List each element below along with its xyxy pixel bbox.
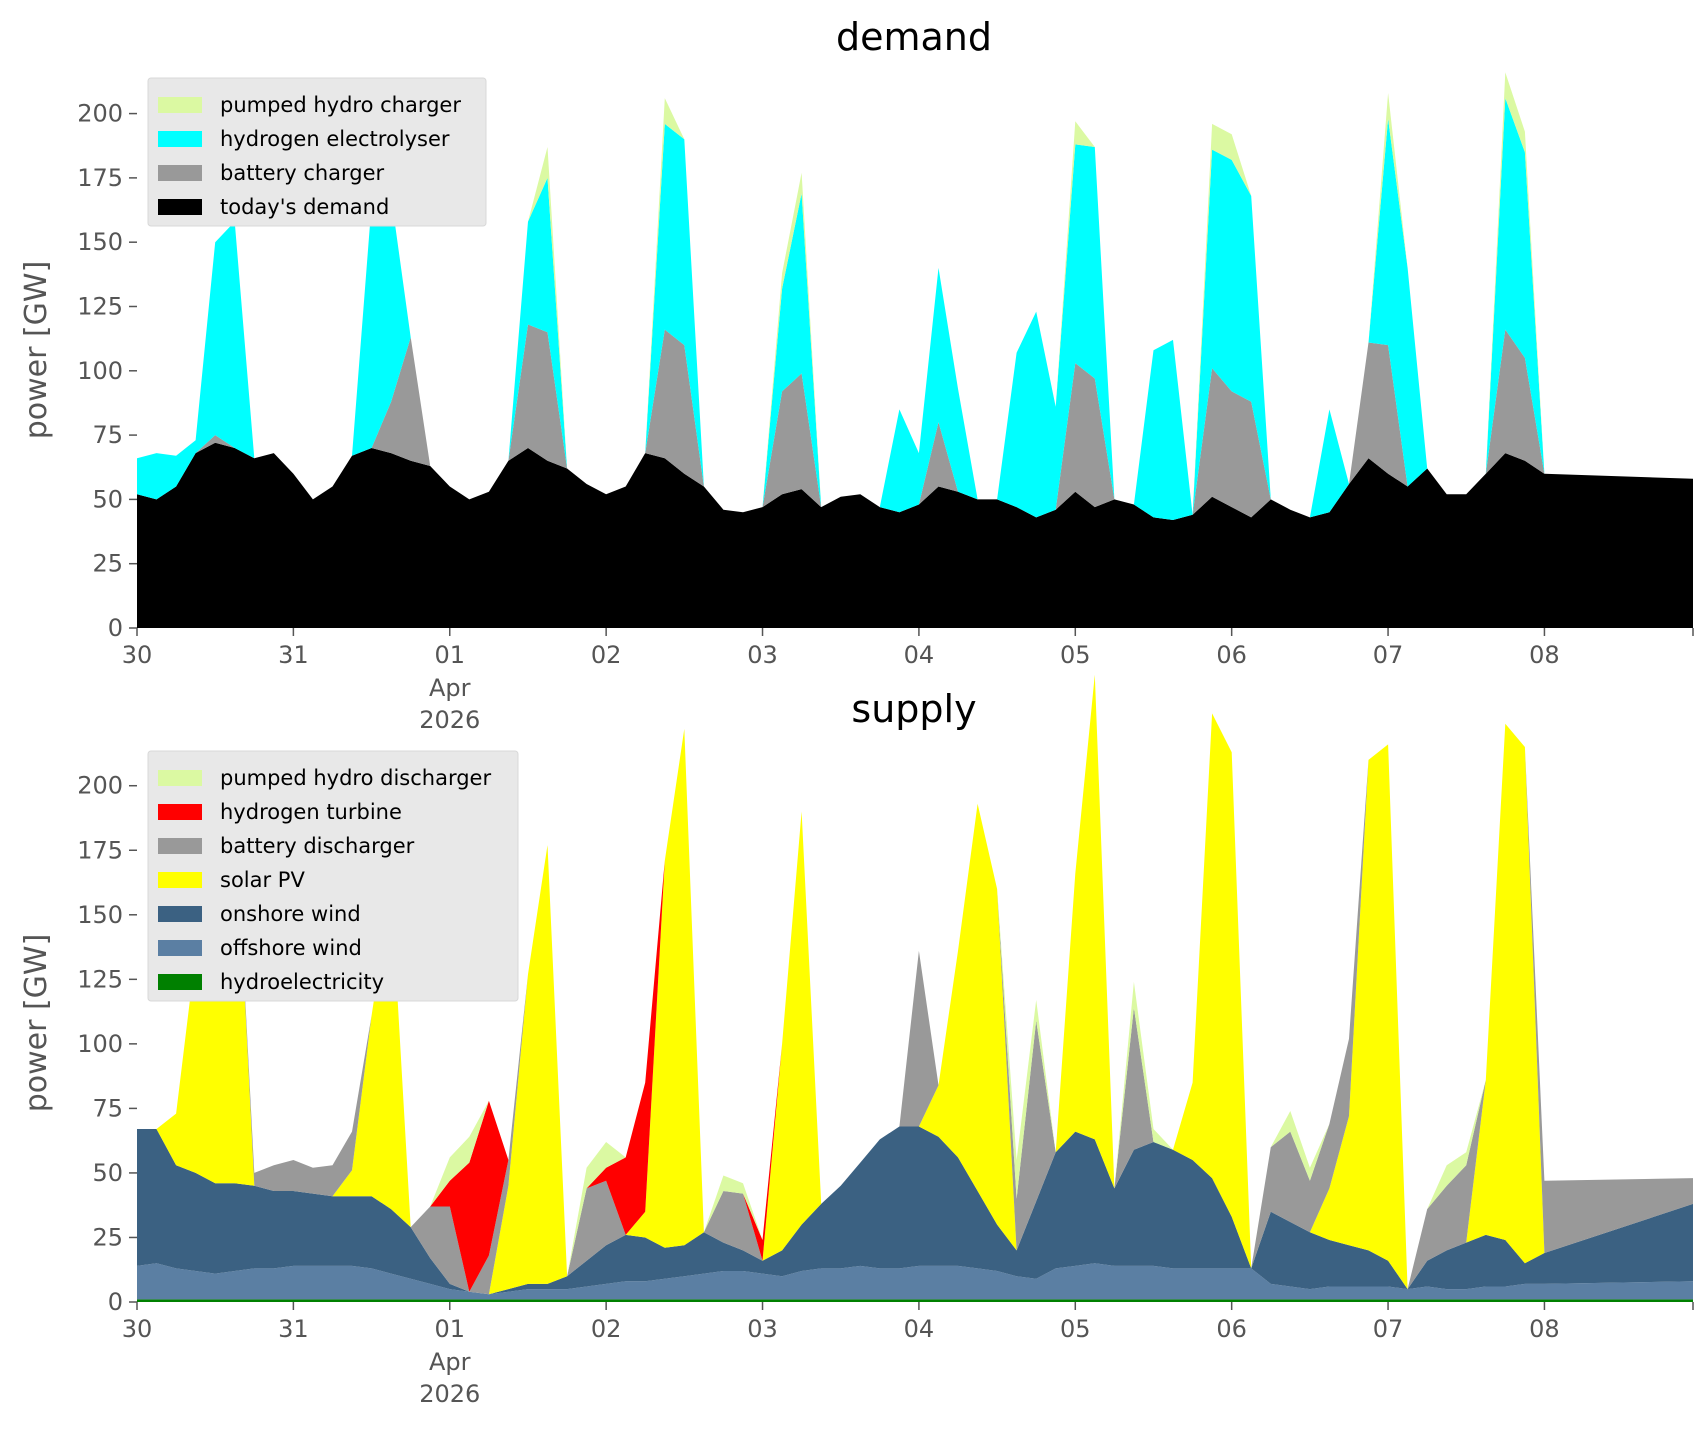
legend-swatch-today-s-demand bbox=[158, 199, 202, 215]
y-tick-label: 125 bbox=[77, 292, 123, 320]
x-tick-label: 01 bbox=[434, 1315, 465, 1343]
x-tick-label: 31 bbox=[278, 1315, 309, 1343]
x-tick-label: 05 bbox=[1060, 1315, 1091, 1343]
x-tick-label: 07 bbox=[1373, 641, 1404, 669]
legend-label-battery-discharger: battery discharger bbox=[220, 834, 415, 858]
area-solar-pv bbox=[137, 674, 1693, 1295]
y-tick-label: 25 bbox=[92, 550, 123, 578]
x-tick-label: 31 bbox=[278, 641, 309, 669]
x-tick-label: 30 bbox=[122, 641, 153, 669]
y-tick-label: 175 bbox=[77, 164, 123, 192]
legend-swatch-hydrogen-electrolyser bbox=[158, 131, 202, 147]
demand-title: demand bbox=[836, 15, 992, 59]
y-tick-label: 100 bbox=[77, 1030, 123, 1058]
legend-swatch-solar-pv bbox=[158, 872, 202, 888]
x-tick-label: 02 bbox=[591, 1315, 622, 1343]
x-tick-label: 08 bbox=[1529, 1315, 1560, 1343]
legend-label-solar-pv: solar PV bbox=[220, 868, 305, 892]
y-tick-label: 0 bbox=[108, 614, 123, 642]
x-tick-label: 06 bbox=[1216, 641, 1247, 669]
y-tick-label: 75 bbox=[92, 421, 123, 449]
legend-swatch-hydroelectricity bbox=[158, 974, 202, 990]
legend-swatch-onshore-wind bbox=[158, 906, 202, 922]
demand-areas bbox=[137, 72, 1693, 628]
area-onshore-wind bbox=[137, 1126, 1693, 1295]
legend-label-hydrogen-turbine: hydrogen turbine bbox=[220, 800, 402, 824]
legend-label-onshore-wind: onshore wind bbox=[220, 902, 361, 926]
legend-label-today-s-demand: today's demand bbox=[220, 195, 389, 219]
legend-box bbox=[147, 750, 519, 1002]
y-tick-label: 150 bbox=[77, 901, 123, 929]
x-tick-label: 08 bbox=[1529, 641, 1560, 669]
x-tick-label: 03 bbox=[747, 641, 778, 669]
area-offshore-wind bbox=[137, 1263, 1693, 1300]
legend-label-battery-charger: battery charger bbox=[220, 161, 385, 185]
supply-panel: supply power [GW] 0 25 50 75 100 125 150 175 200… bbox=[19, 674, 1694, 1408]
area-hydrogen-electrolyser bbox=[137, 98, 1693, 520]
legend-label-pumped-hydro-charger: pumped hydro charger bbox=[220, 93, 461, 117]
y-tick-label: 75 bbox=[92, 1094, 123, 1122]
x-tick-label: 02 bbox=[591, 641, 622, 669]
supply-y-axis-label: power [GW] bbox=[19, 934, 54, 1113]
x-tick-label: 03 bbox=[747, 1315, 778, 1343]
legend-label-pumped-hydro-discharger: pumped hydro discharger bbox=[220, 766, 491, 790]
legend-box bbox=[147, 77, 487, 227]
legend-label-offshore-wind: offshore wind bbox=[220, 936, 362, 960]
y-tick-label: 25 bbox=[92, 1223, 123, 1251]
y-tick-label: 50 bbox=[92, 485, 123, 513]
x-tick-label: 05 bbox=[1060, 641, 1091, 669]
x-tick-label: 04 bbox=[904, 1315, 935, 1343]
legend-swatch-offshore-wind bbox=[158, 940, 202, 956]
legend-swatch-battery-charger bbox=[158, 165, 202, 181]
y-tick-label: 200 bbox=[77, 772, 123, 800]
supply-areas bbox=[137, 674, 1693, 1302]
legend-label-hydrogen-electrolyser: hydrogen electrolyser bbox=[220, 127, 450, 151]
legend-swatch-pumped-hydro-discharger bbox=[158, 770, 202, 786]
supply-legend[interactable]: pumped hydro discharger hydrogen turbine b… bbox=[147, 750, 519, 1002]
x-tick-label: 04 bbox=[904, 641, 935, 669]
x-tick-year-label: 2026 bbox=[419, 1380, 480, 1408]
demand-legend[interactable]: pumped hydro charger hydrogen electrolyse… bbox=[147, 77, 487, 227]
y-tick-label: 50 bbox=[92, 1159, 123, 1187]
x-tick-label: 30 bbox=[122, 1315, 153, 1343]
demand-axes: 0 25 50 75 100 125 150 175 200 30 31 01 Apr 2026 02 03 0… bbox=[77, 100, 1694, 734]
legend-swatch-pumped-hydro-charger bbox=[158, 97, 202, 113]
x-tick-year-label: 2026 bbox=[419, 706, 480, 734]
x-tick-label: 01 bbox=[434, 641, 465, 669]
supply-axes: 0 25 50 75 100 125 150 175 200 30 31 01 Apr 2026 02 03 0… bbox=[77, 772, 1694, 1408]
area-hydroelectricity bbox=[137, 1299, 1693, 1302]
legend-label-hydroelectricity: hydroelectricity bbox=[220, 970, 384, 994]
y-tick-label: 100 bbox=[77, 357, 123, 385]
supply-title: supply bbox=[851, 687, 976, 731]
area-battery-charger bbox=[137, 324, 1693, 520]
x-tick-label: 06 bbox=[1216, 1315, 1247, 1343]
legend-swatch-battery-discharger bbox=[158, 838, 202, 854]
x-tick-month-label: Apr bbox=[429, 1348, 471, 1376]
legend-swatch-hydrogen-turbine bbox=[158, 804, 202, 820]
x-tick-label: 07 bbox=[1373, 1315, 1404, 1343]
y-tick-label: 0 bbox=[108, 1288, 123, 1316]
y-tick-label: 150 bbox=[77, 228, 123, 256]
x-tick-month-label: Apr bbox=[429, 674, 471, 702]
y-tick-label: 200 bbox=[77, 100, 123, 128]
y-tick-label: 125 bbox=[77, 965, 123, 993]
demand-y-axis-label: power [GW] bbox=[19, 261, 54, 440]
demand-panel: demand power [GW] 0 25 50 75 100 125 150 175 200… bbox=[19, 15, 1694, 734]
area-today-s-demand bbox=[137, 442, 1693, 628]
y-tick-label: 175 bbox=[77, 836, 123, 864]
